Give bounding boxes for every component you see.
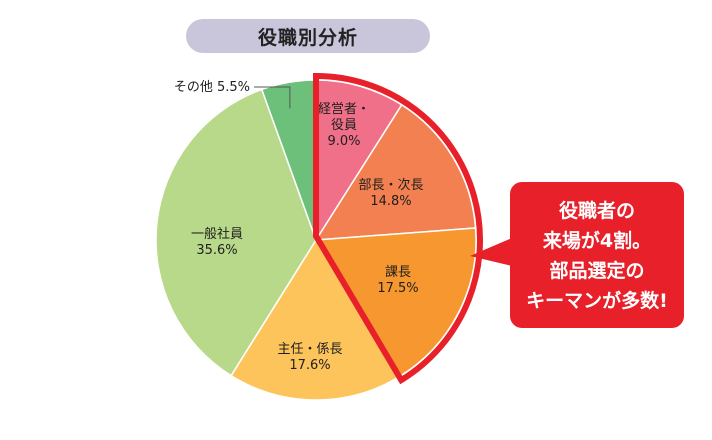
slice-name-2: 部長・次長 (358, 177, 423, 193)
callout-box (510, 182, 684, 328)
highlight-outline (313, 72, 483, 385)
pie-slice-3 (314, 227, 477, 378)
callout-line-1: 役職者の (559, 199, 635, 222)
callout-line-4: キーマンが多数! (526, 289, 668, 312)
chart-title-pill: 役職別分析 (186, 19, 430, 53)
other-leader-line (254, 86, 291, 109)
slice-name-6: その他 5.5% (174, 80, 250, 95)
slice-name-1: 役員 (331, 118, 357, 133)
slice-name-4: 主任・係長 (277, 342, 342, 357)
slice-value-5: 35.6% (196, 243, 237, 258)
slice-value-3: 17.5% (377, 281, 418, 296)
slice-value-1: 9.0% (327, 134, 360, 149)
slice-name-1: 経営者・ (318, 102, 370, 117)
slice-name-5: 一般社員 (191, 226, 243, 242)
callout-line-2: 来場が4割。 (543, 229, 651, 252)
pie-slice-4 (230, 238, 401, 401)
slice-name-3: 課長 (385, 264, 411, 280)
callout-pointer (470, 238, 512, 266)
callout-line-3: 部品選定の (549, 259, 644, 282)
chart-title: 役職別分析 (257, 26, 358, 49)
slice-value-2: 14.8% (370, 194, 411, 209)
pie-slice-5 (155, 88, 317, 377)
slice-label-1: 経営者・役員9.0% (318, 102, 370, 149)
slice-value-4: 17.6% (289, 358, 330, 373)
pie-slice-2 (314, 103, 477, 241)
